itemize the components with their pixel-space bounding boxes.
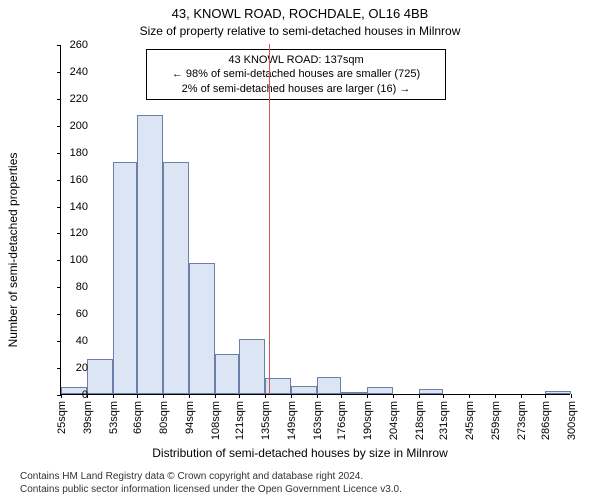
x-tick-mark — [189, 394, 190, 398]
x-tick-label: 53sqm — [108, 401, 120, 434]
x-tick-label: 218sqm — [414, 401, 426, 440]
marker-line — [269, 44, 270, 394]
x-tick-mark — [163, 394, 164, 398]
x-tick-label: 231sqm — [438, 401, 450, 440]
footer-line-1: Contains HM Land Registry data © Crown c… — [20, 471, 600, 484]
x-tick-label: 176sqm — [336, 401, 348, 440]
x-tick-label: 121sqm — [234, 401, 246, 440]
x-tick-mark — [367, 394, 368, 398]
x-tick-mark — [545, 394, 546, 398]
x-tick-mark — [113, 394, 114, 398]
y-tick-label: 0 — [48, 389, 88, 401]
histogram-bar — [163, 162, 189, 394]
x-tick-label: 108sqm — [210, 401, 222, 440]
x-tick-mark — [215, 394, 216, 398]
x-tick-label: 80sqm — [158, 401, 170, 434]
x-tick-mark — [239, 394, 240, 398]
chart-subtitle: Size of property relative to semi-detach… — [0, 24, 600, 38]
plot-area: 43 KNOWL ROAD: 137sqm ← 98% of semi-deta… — [60, 45, 570, 395]
x-tick-label: 94sqm — [184, 401, 196, 434]
annotation-line-2: ← 98% of semi-detached houses are smalle… — [153, 67, 439, 81]
x-tick-label: 163sqm — [312, 401, 324, 440]
chart-title: 43, KNOWL ROAD, ROCHDALE, OL16 4BB — [0, 6, 600, 21]
x-tick-mark — [393, 394, 394, 398]
y-tick-label: 220 — [48, 93, 88, 105]
histogram-bar — [189, 263, 215, 394]
x-tick-label: 66sqm — [132, 401, 144, 434]
chart-container: 43, KNOWL ROAD, ROCHDALE, OL16 4BB Size … — [0, 0, 600, 500]
x-tick-label: 149sqm — [286, 401, 298, 440]
y-tick-label: 240 — [48, 66, 88, 78]
histogram-bar — [367, 387, 393, 394]
x-tick-mark — [317, 394, 318, 398]
histogram-bar — [113, 162, 137, 394]
x-tick-mark — [341, 394, 342, 398]
y-tick-label: 60 — [48, 308, 88, 320]
x-axis-label: Distribution of semi-detached houses by … — [0, 446, 600, 460]
x-tick-mark — [443, 394, 444, 398]
histogram-bar — [419, 389, 443, 394]
annotation-box: 43 KNOWL ROAD: 137sqm ← 98% of semi-deta… — [146, 49, 446, 100]
x-tick-label: 273sqm — [516, 401, 528, 440]
y-tick-label: 80 — [48, 281, 88, 293]
histogram-bar — [137, 115, 163, 394]
histogram-bar — [87, 359, 113, 394]
y-tick-label: 200 — [48, 120, 88, 132]
annotation-line-1: 43 KNOWL ROAD: 137sqm — [153, 53, 439, 67]
y-tick-label: 260 — [48, 39, 88, 51]
x-tick-label: 135sqm — [260, 401, 272, 440]
x-tick-label: 300sqm — [566, 401, 578, 440]
annotation-line-3: 2% of semi-detached houses are larger (1… — [153, 82, 439, 96]
x-tick-label: 39sqm — [82, 401, 94, 434]
x-tick-mark — [495, 394, 496, 398]
histogram-bar — [215, 354, 239, 394]
y-tick-label: 40 — [48, 335, 88, 347]
histogram-bar — [317, 377, 341, 395]
footer-attribution: Contains HM Land Registry data © Crown c… — [0, 471, 600, 496]
x-tick-label: 204sqm — [388, 401, 400, 440]
x-tick-mark — [291, 394, 292, 398]
y-tick-label: 140 — [48, 201, 88, 213]
x-tick-label: 245sqm — [464, 401, 476, 440]
x-tick-mark — [469, 394, 470, 398]
histogram-bar — [545, 391, 571, 394]
footer-line-2: Contains public sector information licen… — [20, 484, 600, 497]
y-tick-label: 180 — [48, 147, 88, 159]
histogram-bar — [341, 392, 367, 394]
y-tick-label: 100 — [48, 254, 88, 266]
x-tick-mark — [137, 394, 138, 398]
x-tick-mark — [419, 394, 420, 398]
y-tick-label: 160 — [48, 174, 88, 186]
x-tick-label: 286sqm — [540, 401, 552, 440]
x-tick-mark — [521, 394, 522, 398]
y-tick-label: 120 — [48, 227, 88, 239]
histogram-bar — [291, 386, 317, 394]
x-tick-label: 259sqm — [490, 401, 502, 440]
x-tick-mark — [571, 394, 572, 398]
y-axis-label: Number of semi-detached properties — [6, 55, 20, 250]
y-tick-label: 20 — [48, 362, 88, 374]
x-tick-label: 25sqm — [56, 401, 68, 434]
x-tick-label: 190sqm — [362, 401, 374, 440]
histogram-bar — [239, 339, 265, 394]
x-tick-mark — [265, 394, 266, 398]
